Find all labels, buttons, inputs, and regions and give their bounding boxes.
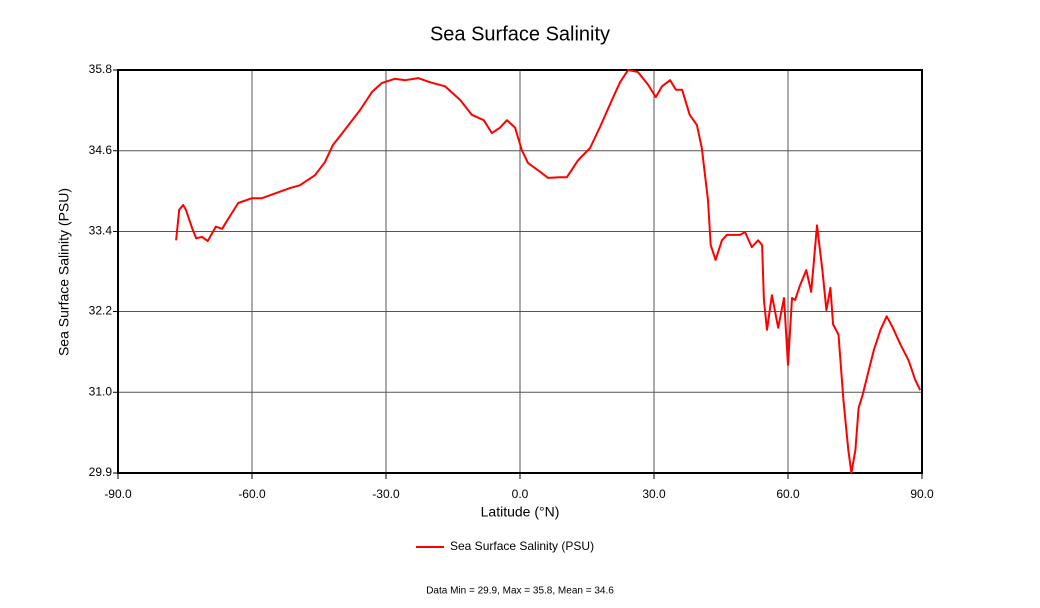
- x-tick-label: 0.0: [512, 487, 529, 501]
- y-tick-label: 31.0: [89, 384, 113, 398]
- y-tick-label: 33.4: [89, 224, 113, 238]
- x-tick-label: 90.0: [910, 487, 934, 501]
- x-tick-label: 30.0: [642, 487, 666, 501]
- y-tick-label: 34.6: [89, 143, 113, 157]
- x-axis-label: Latitude (°N): [481, 504, 560, 520]
- plot-frame: [117, 69, 923, 474]
- chart-title: Sea Surface Salinity: [430, 23, 610, 45]
- y-axis-label: Sea Surface Salinity (PSU): [56, 188, 72, 356]
- x-tick-label: 60.0: [776, 487, 800, 501]
- x-tick-label: -30.0: [372, 487, 400, 501]
- x-tick-label: -60.0: [238, 487, 266, 501]
- y-tick-label: 32.2: [89, 304, 113, 318]
- y-tick-label: 35.8: [89, 62, 113, 76]
- x-tick-label: -90.0: [104, 487, 132, 501]
- footnote: Data Min = 29.9, Max = 35.8, Mean = 34.6: [426, 586, 614, 597]
- legend-label: Sea Surface Salinity (PSU): [450, 539, 594, 553]
- data-line: [175, 69, 922, 474]
- y-tick-label: 29.9: [89, 465, 113, 479]
